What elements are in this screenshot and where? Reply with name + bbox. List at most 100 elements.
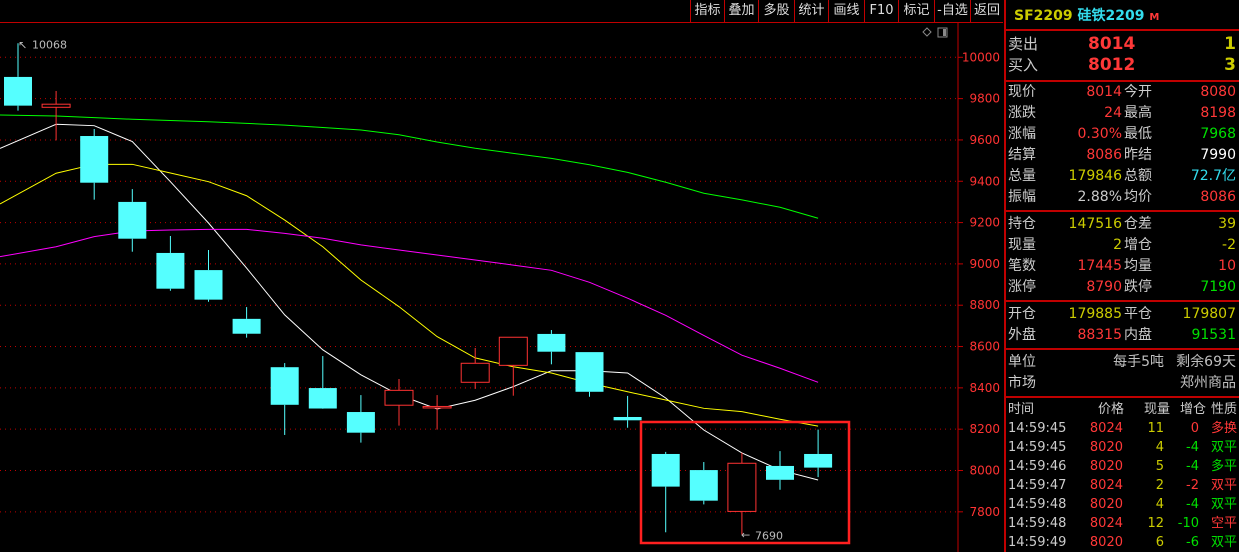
tick-column-header: 增仓 bbox=[1180, 402, 1207, 417]
stat-label: 均量 bbox=[1124, 258, 1152, 274]
stat-value: 8086 bbox=[1200, 189, 1236, 205]
ma60-line bbox=[0, 114, 819, 219]
stat-label: 笔数 bbox=[1008, 258, 1036, 274]
stat-row: 开仓 179885 平仓 179807 bbox=[1006, 304, 1239, 325]
stat-label: 内盘 bbox=[1124, 327, 1152, 343]
divider bbox=[1006, 348, 1239, 350]
stat-value: 8080 bbox=[1200, 84, 1236, 100]
tick-row: 14:59:45 8020 4 -4 双平 bbox=[1006, 438, 1239, 457]
toolbar-button[interactable]: -自选 bbox=[934, 0, 970, 22]
tick-column-header: 现量 bbox=[1144, 402, 1171, 417]
stat-value: 8198 bbox=[1200, 105, 1236, 121]
toolbar-button[interactable]: 叠加 bbox=[724, 0, 758, 22]
candle-down bbox=[575, 352, 604, 392]
tick-cell: 14:59:48 bbox=[1008, 516, 1067, 531]
stat-value: 179885 bbox=[1068, 306, 1122, 322]
tick-cell: 双平 bbox=[1210, 535, 1237, 550]
tick-row: 14:59:47 8024 2 -2 双平 bbox=[1006, 476, 1239, 495]
stat-value: -2 bbox=[1222, 237, 1236, 253]
candle-down bbox=[156, 252, 185, 289]
tick-cell: 多平 bbox=[1210, 459, 1237, 474]
stat-row: 笔数 17445 均量 10 bbox=[1006, 256, 1239, 277]
toolbar-button[interactable]: 画线 bbox=[828, 0, 864, 22]
bid-row: 买入 8012 3 bbox=[1008, 55, 1236, 75]
quote-panel: SF2209 硅铁2209 M 卖出 8014 1 买入 8012 3 现价 80… bbox=[1004, 0, 1239, 552]
candle-down bbox=[232, 318, 261, 334]
stat-row: 振幅 2.88% 均价 8086 bbox=[1006, 187, 1239, 208]
toolbar-button[interactable]: 返回 bbox=[970, 0, 1003, 22]
tick-cell: -6 bbox=[1186, 535, 1199, 550]
tick-cell: 8020 bbox=[1089, 440, 1123, 455]
contract-name: 硅铁2209 bbox=[1077, 8, 1145, 24]
tick-column-header: 性质 bbox=[1211, 402, 1238, 417]
high-annotation: 10068 bbox=[32, 38, 67, 51]
stat-value: 88315 bbox=[1077, 327, 1122, 343]
unit-row: 单位 每手5吨 剩余69天 bbox=[1008, 354, 1236, 370]
stat-label: 跌停 bbox=[1124, 279, 1152, 295]
window-icon-pane bbox=[943, 29, 946, 36]
toolbar-button[interactable]: 标记 bbox=[898, 0, 934, 22]
tick-cell: 8020 bbox=[1089, 459, 1123, 474]
diamond-icon[interactable] bbox=[922, 27, 932, 37]
stat-label: 平仓 bbox=[1124, 306, 1152, 322]
candle-down bbox=[613, 416, 642, 421]
tick-cell: 8024 bbox=[1089, 478, 1123, 493]
stat-value: 2 bbox=[1113, 237, 1122, 253]
tick-cell: 双平 bbox=[1210, 497, 1237, 512]
tick-cell: 14:59:47 bbox=[1008, 478, 1067, 493]
y-tick-label: 10000 bbox=[962, 50, 1000, 64]
candle-up bbox=[727, 462, 757, 512]
divider bbox=[1006, 210, 1239, 212]
tick-row: 14:59:49 8020 6 -6 双平 bbox=[1006, 533, 1239, 552]
tick-cell: -2 bbox=[1186, 478, 1199, 493]
tick-cell: 14:59:46 bbox=[1008, 459, 1067, 474]
stat-value: 7990 bbox=[1200, 147, 1236, 163]
toolbar-button[interactable]: 统计 bbox=[794, 0, 828, 22]
stat-label: 涨停 bbox=[1008, 279, 1036, 295]
stat-value: 7190 bbox=[1200, 279, 1236, 295]
stat-label: 今开 bbox=[1124, 84, 1152, 100]
low-arrow-icon: ← bbox=[741, 529, 750, 542]
candlestick-chart[interactable]: 10000 9800 9600 9400 9200 9000 8800 8600 8400 820… bbox=[0, 23, 1003, 552]
y-tick-label: 8800 bbox=[969, 298, 1000, 312]
tick-cell: 11 bbox=[1147, 421, 1164, 436]
y-tick-label: 8200 bbox=[969, 422, 1000, 436]
tick-cell: 双平 bbox=[1210, 478, 1237, 493]
ma10-line bbox=[0, 163, 819, 427]
toolbar-button[interactable]: F10 bbox=[864, 0, 898, 22]
tick-cell: 双平 bbox=[1210, 440, 1237, 455]
tick-cell: 8024 bbox=[1089, 516, 1123, 531]
candle-down bbox=[346, 412, 375, 433]
tick-header: 时间 价格 现量 增仓 性质 bbox=[1006, 400, 1239, 419]
candle-down bbox=[537, 333, 566, 352]
stat-label: 持仓 bbox=[1008, 216, 1036, 232]
ma20-line bbox=[0, 228, 819, 383]
candle-down bbox=[804, 453, 833, 468]
tick-cell: 14:59:45 bbox=[1008, 421, 1067, 436]
stat-value: 179807 bbox=[1182, 306, 1236, 322]
window-icon[interactable] bbox=[937, 27, 948, 38]
stat-value: 8086 bbox=[1086, 147, 1122, 163]
candle-down bbox=[118, 201, 147, 239]
divider bbox=[1006, 80, 1239, 82]
toolbar-button[interactable]: 指标 bbox=[690, 0, 724, 22]
stat-value: 91531 bbox=[1191, 327, 1236, 343]
stat-label: 最高 bbox=[1124, 105, 1152, 121]
stat-label: 开仓 bbox=[1008, 306, 1036, 322]
stat-label: 仓差 bbox=[1124, 216, 1152, 232]
toolbar-button[interactable]: 多股 bbox=[758, 0, 794, 22]
tick-row: 14:59:48 8024 12 -10 空平 bbox=[1006, 514, 1239, 533]
tick-cell: 14:59:45 bbox=[1008, 440, 1067, 455]
tick-cell: 12 bbox=[1147, 516, 1164, 531]
tick-cell: 14:59:48 bbox=[1008, 497, 1067, 512]
candle-down bbox=[4, 76, 32, 106]
stat-value: 147516 bbox=[1068, 216, 1122, 232]
stat-value: 17445 bbox=[1077, 258, 1122, 274]
candle-down bbox=[80, 136, 109, 183]
toolbar: 指标 叠加 多股 统计 画线 F10 标记 -自选 返回 bbox=[0, 0, 1003, 23]
candle-up bbox=[41, 103, 71, 108]
stat-label: 涨跌 bbox=[1008, 105, 1036, 121]
tick-cell: 多换 bbox=[1210, 421, 1237, 436]
stat-label: 振幅 bbox=[1008, 189, 1036, 205]
contract-code: SF2209 bbox=[1014, 8, 1073, 24]
